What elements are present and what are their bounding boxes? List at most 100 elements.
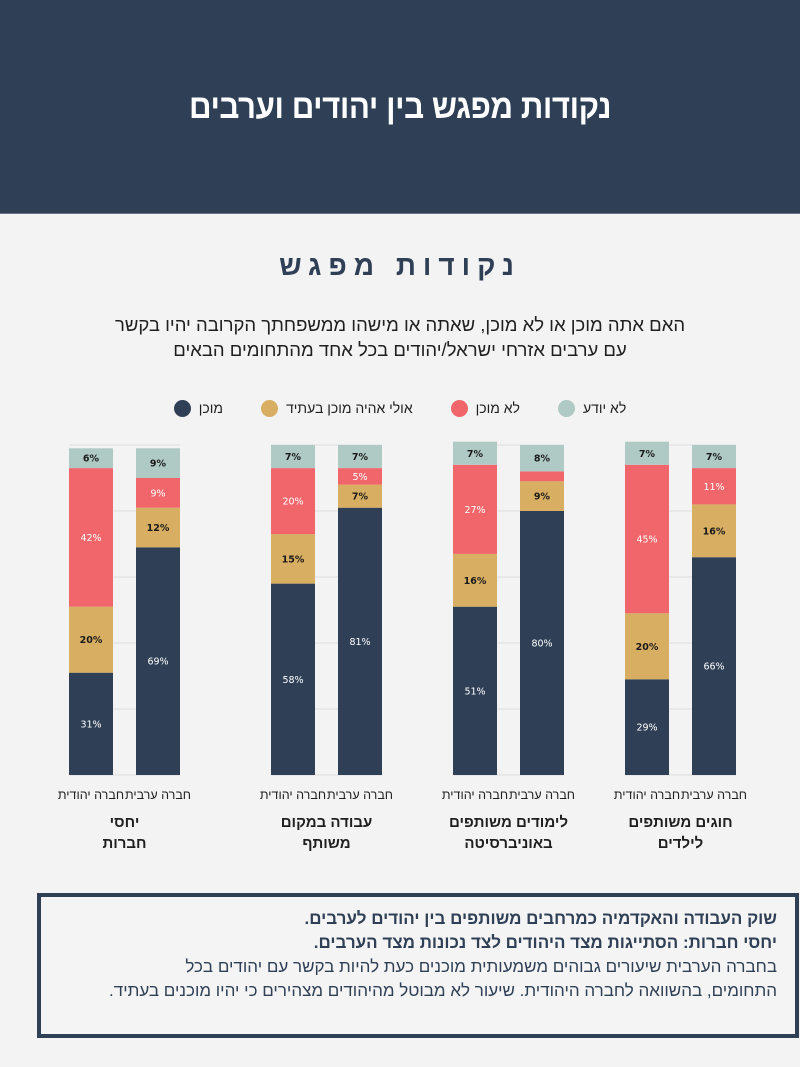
data-label: 20%: [636, 642, 659, 653]
bar-segment: [520, 471, 564, 482]
legend-label: לא יודע: [582, 400, 627, 416]
bar-segment: [69, 672, 113, 775]
bar-segment: [692, 468, 736, 505]
data-label: 6%: [83, 454, 100, 465]
data-label: 7%: [706, 452, 723, 463]
bar-segment: [338, 445, 382, 469]
bar-segment: [69, 468, 113, 607]
callout-line-2: יחסי חברות: הסתייגות מצד היהודים לצד נכו…: [313, 933, 777, 952]
bar-segment: [453, 553, 497, 607]
bar-segment: [69, 448, 113, 469]
legend-label: אולי אהיה מוכן בעתיד: [286, 400, 413, 416]
bar-segment: [338, 468, 382, 485]
section-title: נקודות מפגש: [279, 250, 521, 281]
data-label: 20%: [282, 497, 303, 508]
data-label: 9%: [150, 459, 167, 470]
question-line-1: האם אתה מוכן או לא מוכן, שאתה או מישהו מ…: [114, 314, 686, 335]
bar-segment: [136, 478, 180, 508]
bar-category-label: חברה ערבית: [681, 788, 747, 802]
bar-segment: [453, 606, 497, 775]
data-label: 27%: [464, 505, 485, 516]
bar-segment: [453, 441, 497, 465]
data-label: 7%: [352, 492, 369, 503]
bar-segment: [625, 464, 669, 614]
data-label: 8%: [534, 454, 551, 465]
page-title: נקודות מפגש בין יהודים וערבים: [189, 88, 611, 126]
bar-segment: [520, 445, 564, 472]
data-label: 66%: [703, 662, 724, 673]
group-title: עבודה במקום: [281, 814, 372, 831]
bar-segment: [692, 504, 736, 558]
data-label: 58%: [282, 675, 303, 686]
bar-segment: [136, 507, 180, 548]
chart-legend: לא יודע לא מוכן אולי אהיה מוכן בעתיד מוכ…: [0, 397, 800, 419]
data-label: 7%: [352, 452, 369, 463]
bar-category-label: חברה ערבית: [327, 788, 393, 802]
bar-segment: [625, 613, 669, 680]
legend-item-not-willing: לא מוכן: [450, 397, 520, 419]
callout-line-1: שוק העבודה והאקדמיה כמרחבים משותפים בין …: [304, 909, 777, 928]
question-line-2: עם ערבים אזרחי ישראל/יהודים בכל אחד מהתח…: [173, 339, 627, 360]
bar-segment: [338, 507, 382, 775]
chart-group: 29% 20% 45% 7% חברה יהודית 66% 16% 11% 7% חברה ער…: [614, 441, 747, 852]
legend-swatch-icon: [557, 399, 575, 417]
legend-label: מוכן: [198, 400, 224, 416]
data-label: 7%: [285, 452, 302, 463]
data-label: 11%: [703, 482, 724, 493]
bar-segment: [692, 445, 736, 469]
summary-callout: שוק העבודה והאקדמיה כמרחבים משותפים בין …: [37, 893, 799, 1038]
chart-group: 58% 15% 20% 7% חברה יהודית 81% 7% 5% 7% חברה ערבי…: [260, 444, 393, 852]
bar-segment: [338, 484, 382, 508]
callout-line-4: התחומים, בהשוואה לחברה היהודית. שיעור לא…: [109, 981, 777, 1000]
bar-category-label: חברה ערבית: [125, 788, 191, 802]
data-label: 7%: [467, 449, 484, 460]
bar-segment: [625, 679, 669, 775]
group-title: חוגים משותפים: [628, 814, 732, 831]
bar-segment: [69, 606, 113, 673]
data-label: 16%: [703, 526, 726, 537]
survey-question: האם אתה מוכן או לא מוכן, שאתה או מישהו מ…: [60, 312, 740, 362]
chart-group: 51% 16% 27% 7% חברה יהודית 80% 9% 8% חברה ערבית ל…: [442, 441, 575, 852]
group-title: באוניברסיטה: [464, 835, 553, 852]
bar-category-label: חברה יהודית: [260, 788, 326, 802]
bar-segment: [453, 464, 497, 554]
bar-segment: [271, 583, 315, 775]
bar-segment: [271, 468, 315, 535]
data-label: 9%: [534, 492, 551, 503]
chart-group: 31% 20% 42% 6% חברה יהודית 69% 12% 9% 9% חברה ערב…: [58, 444, 191, 852]
legend-item-maybe-future: אולי אהיה מוכן בעתיד: [261, 397, 413, 419]
legend-swatch-icon: [450, 399, 468, 417]
legend-label: לא מוכן: [475, 400, 520, 416]
legend-swatch-icon: [261, 399, 279, 417]
bar-category-label: חברה יהודית: [58, 788, 124, 802]
data-label: 9%: [150, 488, 165, 499]
data-label: 80%: [531, 639, 552, 650]
legend-swatch-icon: [173, 399, 191, 417]
data-label: 81%: [349, 637, 370, 648]
data-label: 42%: [80, 533, 101, 544]
data-label: 16%: [464, 576, 487, 587]
bar-segment: [520, 481, 564, 511]
data-label: 31%: [80, 719, 101, 730]
bar-segment: [271, 534, 315, 584]
group-title: משותף: [302, 835, 350, 852]
bar-segment: [692, 557, 736, 775]
data-label: 7%: [639, 449, 656, 460]
data-label: 5%: [352, 472, 367, 483]
data-label: 20%: [80, 635, 103, 646]
bar-category-label: חברה ערבית: [509, 788, 575, 802]
stacked-bar-chart: 31% 20% 42% 6% חברה יהודית 69% 12% 9% 9% חברה ערב…: [58, 441, 747, 852]
group-title: חברות: [102, 835, 146, 852]
callout-line-3: בחברה הערבית שיעורים גבוהים משמעותית מוכ…: [185, 957, 777, 976]
group-title: לימודים משותפים: [449, 814, 568, 831]
bar-segment: [520, 511, 564, 775]
group-title: לילדים: [658, 835, 703, 852]
bar-category-label: חברה יהודית: [442, 788, 508, 802]
legend-item-willing: מוכן: [173, 397, 224, 419]
data-label: 45%: [636, 535, 657, 546]
data-label: 29%: [636, 723, 657, 734]
bar-segment: [625, 441, 669, 465]
legend-item-dont-know: לא יודע: [557, 397, 627, 419]
data-label: 12%: [147, 523, 170, 534]
header-banner: נקודות מפגש בין יהודים וערבים: [0, 0, 800, 214]
